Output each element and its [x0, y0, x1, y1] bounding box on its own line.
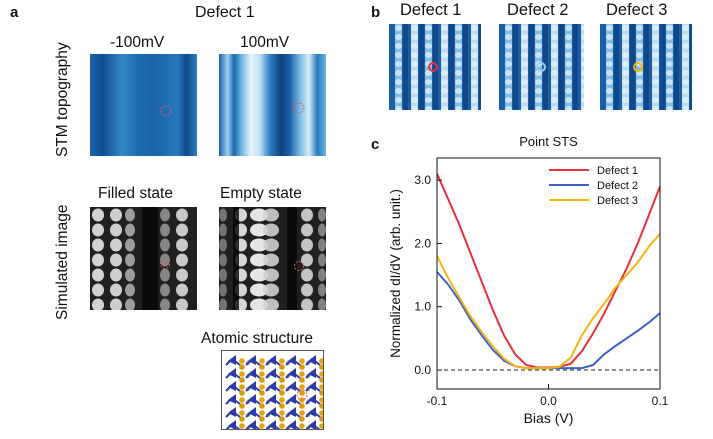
- y-tick-label: 2.0: [414, 236, 431, 250]
- y-tick-label: 0.0: [414, 363, 431, 377]
- panel-a-letter: a: [10, 4, 19, 21]
- panel-b-label-2: Defect 2: [507, 1, 569, 19]
- panel-b-label-3: Defect 3: [606, 1, 668, 19]
- atomic-structure-label: Atomic structure: [201, 330, 313, 347]
- sim2-label: Empty state: [220, 185, 302, 202]
- series-line-3: [436, 233, 661, 370]
- simulated-empty-state: [219, 207, 326, 310]
- x-tick-label: -0.1: [427, 394, 448, 408]
- panel-b-letter: b: [371, 4, 381, 21]
- sts-chart: Point STS -0.1 0.0 0.1 0.0 1.0 2.0 3.0 Bias (V) N…: [352, 125, 713, 434]
- plot-frame: [436, 157, 661, 390]
- x-tick-label: 0.0: [540, 394, 557, 408]
- stm-topography-plus100mv: [219, 54, 326, 156]
- panel-b-image-defect-1: [389, 24, 481, 110]
- legend-label-3: Defect 3: [597, 195, 638, 207]
- panel-c-letter: c: [371, 136, 380, 153]
- panel-a-title: Defect 1: [195, 4, 255, 21]
- y-tick-label: 1.0: [414, 300, 431, 314]
- panel-b-image-defect-2: [499, 24, 584, 110]
- panel-b-image-defect-3: [600, 24, 692, 110]
- defect-marker: [160, 105, 172, 117]
- defect-marker: [536, 62, 546, 72]
- defect-marker: [633, 62, 643, 72]
- sim1-label: Filled state: [98, 185, 173, 202]
- col2-label: 100mV: [240, 34, 290, 51]
- col1-label: -100mV: [110, 34, 165, 51]
- defect-marker: [428, 62, 438, 72]
- defect-marker: [293, 102, 305, 114]
- simulated-filled-state: [90, 207, 197, 310]
- row2-label: Simulated image: [54, 204, 71, 320]
- row1-label: STM topography: [54, 42, 71, 157]
- chart-title: Point STS: [519, 134, 578, 149]
- x-axis-label: Bias (V): [524, 410, 574, 426]
- stm-topography-minus100mv: [90, 54, 197, 156]
- y-axis-label: Normalized dI/dV (arb. unit.): [388, 189, 403, 358]
- series-line-2: [436, 271, 661, 370]
- x-tick-label: 0.1: [652, 394, 669, 408]
- legend-label-1: Defect 1: [597, 165, 638, 177]
- panel-b-label-1: Defect 1: [400, 1, 462, 19]
- atomic-structure-image: [221, 350, 324, 430]
- y-tick-label: 3.0: [414, 173, 431, 187]
- legend-label-2: Defect 2: [597, 180, 638, 192]
